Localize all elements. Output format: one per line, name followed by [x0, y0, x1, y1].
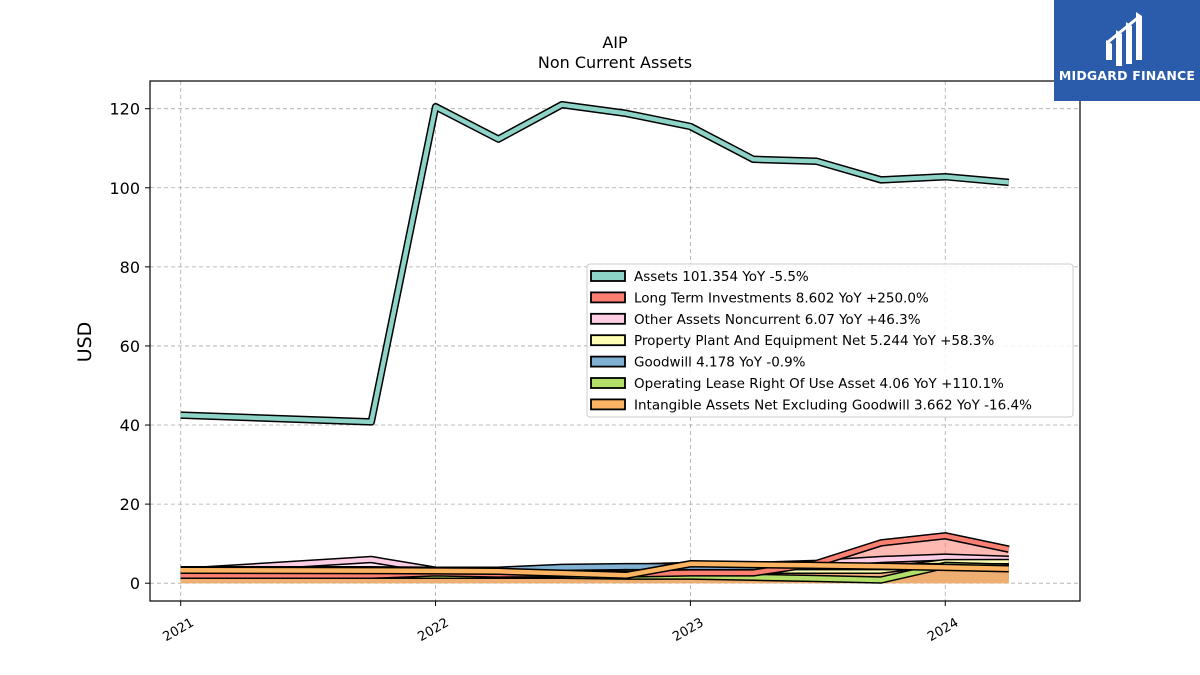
legend-swatch	[590, 377, 626, 389]
x-tick-label: 2022	[415, 615, 451, 645]
y-tick-label: 0	[130, 574, 140, 593]
x-axis-ticks: 2021 2022 2023 2024	[161, 601, 961, 645]
legend-swatch	[590, 312, 626, 325]
y-axis-ticks: 0 20 40 60 80 100 120	[109, 100, 150, 593]
brand-name: MIDGARD FINANCE	[1058, 68, 1196, 83]
legend-entry: Long Term Investments 8.602 YoY +250.0%	[634, 290, 929, 306]
legend-entry: Goodwill 4.178 YoY -0.9%	[634, 355, 806, 371]
legend-entry: Operating Lease Right Of Use Asset 4.06 …	[634, 376, 1004, 392]
brand-logo: MIDGARD FINANCE	[1054, 0, 1200, 101]
y-axis-label: USD	[74, 322, 96, 363]
plot-frame	[149, 80, 1081, 602]
series-lines	[180, 100, 1010, 584]
y-tick-label: 100	[109, 179, 140, 198]
legend-entry: Other Assets Noncurrent 6.07 YoY +46.3%	[634, 312, 921, 328]
legend: Assets 101.354 YoY -5.5% Long Term Invest…	[586, 263, 1074, 418]
x-tick-label: 2023	[670, 615, 706, 645]
y-tick-label: 20	[120, 495, 140, 514]
legend-swatch	[590, 355, 626, 368]
brand-mark-icon	[1106, 12, 1142, 66]
legend-swatch	[590, 334, 626, 347]
legend-entry: Assets 101.354 YoY -5.5%	[634, 269, 809, 285]
y-tick-label: 120	[109, 100, 140, 119]
legend-swatch	[590, 398, 626, 411]
y-tick-label: 60	[120, 337, 140, 356]
y-tick-label: 40	[120, 416, 140, 435]
x-tick-label: 2024	[925, 615, 961, 645]
series-line	[180, 102, 1010, 425]
series-line	[180, 561, 1009, 578]
chart-subtitle: Non Current Assets	[538, 53, 692, 72]
legend-swatch	[590, 291, 626, 304]
legend-entry: Intangible Assets Net Excluding Goodwill…	[634, 397, 1032, 413]
legend-swatch	[590, 270, 626, 282]
chart-title: AIP	[602, 33, 628, 52]
x-tick-label: 2021	[161, 615, 197, 645]
y-tick-label: 80	[120, 258, 140, 277]
legend-entry: Property Plant And Equipment Net 5.244 Y…	[634, 333, 994, 349]
legend-box	[586, 263, 1074, 418]
